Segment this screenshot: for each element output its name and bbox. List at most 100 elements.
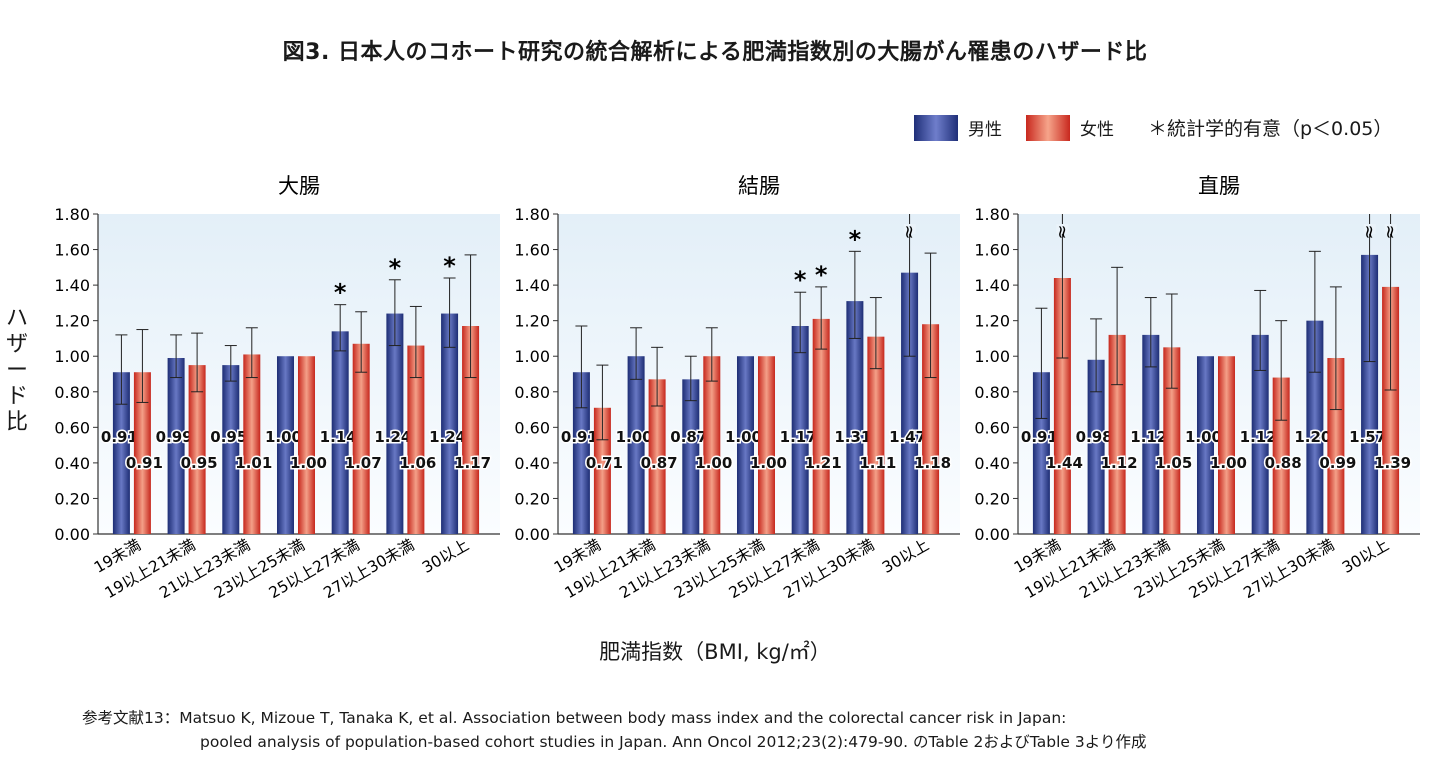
bar-female	[1053, 278, 1071, 534]
reference-line-2: pooled analysis of population-based coho…	[200, 733, 1147, 751]
data-label-male: 0.98	[1076, 428, 1113, 446]
bar-female	[243, 354, 261, 534]
data-label-female: 1.01	[235, 454, 272, 472]
significance-marker: *	[443, 252, 456, 280]
axis-break-mark: ≈	[899, 224, 920, 239]
axis-break-mark: ≈	[1359, 224, 1380, 239]
bar-female	[188, 365, 206, 534]
data-label-male: 0.95	[210, 428, 247, 446]
data-label-female: 1.17	[454, 454, 491, 472]
bar-female	[133, 372, 151, 534]
legend-label-female: 女性	[1080, 120, 1114, 140]
reference-note: 参考文献13：Matsuo K, Mizoue T, Tanaka K, et …	[82, 706, 1146, 754]
y-tick-label: 0.40	[54, 454, 90, 473]
y-tick-label: 0.60	[974, 418, 1010, 437]
significance-marker: *	[849, 225, 862, 253]
data-label-male: 1.57	[1349, 428, 1386, 446]
data-label-male: 1.00	[616, 428, 653, 446]
data-label-male: 0.87	[670, 428, 707, 446]
data-label-male: 1.12	[1240, 428, 1277, 446]
bar-male	[1032, 372, 1050, 534]
data-label-female: 1.18	[914, 454, 951, 472]
data-label-female: 0.95	[181, 454, 218, 472]
data-label-female: 1.44	[1046, 454, 1083, 472]
data-label-male: 0.91	[101, 428, 138, 446]
bar-female	[1272, 377, 1290, 534]
reference-line-1: 参考文献13：Matsuo K, Mizoue T, Tanaka K, et …	[82, 709, 1067, 727]
bar-male	[276, 356, 294, 534]
y-tick-label: 1.60	[54, 241, 90, 260]
data-label-male: 1.24	[429, 428, 466, 446]
bar-female	[407, 345, 425, 534]
data-label-male: 1.47	[889, 428, 926, 446]
data-label-male: 1.00	[725, 428, 762, 446]
chart-panel-3: 直腸 0.00 0.20 0.40 0.60 0.80 1.00 1.20 1.40 1.60 1.…	[974, 174, 1420, 602]
data-label-male: 0.99	[156, 428, 193, 446]
bar-male	[441, 313, 459, 534]
bar-male	[682, 379, 700, 534]
y-tick-label: 0.60	[54, 418, 90, 437]
axis-break-gap	[1384, 224, 1397, 234]
y-tick-label: 1.80	[974, 205, 1010, 224]
data-label-female: 1.05	[1155, 454, 1192, 472]
y-tick-label: 1.60	[974, 241, 1010, 260]
bar-female	[352, 343, 370, 534]
bar-male	[386, 313, 404, 534]
data-label-male: 1.17	[780, 428, 817, 446]
y-tick-label: 1.60	[514, 241, 550, 260]
y-tick-label: 1.20	[514, 312, 550, 331]
legend: 男性 女性 ＊統計学的有意（p＜0.05）	[914, 114, 1392, 141]
y-tick-label: 0.80	[514, 383, 550, 402]
bar-female	[812, 318, 830, 534]
legend-significance-note: ＊統計学的有意（p＜0.05）	[1148, 118, 1393, 140]
axis-break-gap	[1363, 224, 1376, 234]
bar-male	[112, 372, 130, 534]
y-tick-label: 1.40	[54, 276, 90, 295]
data-label-female: 0.91	[126, 454, 163, 472]
significance-marker: *	[794, 266, 807, 294]
bar-female	[1163, 347, 1181, 534]
x-tick-label: 30以上	[1339, 536, 1392, 577]
data-label-female: 1.00	[750, 454, 787, 472]
legend-swatch-male	[914, 114, 958, 141]
bar-male	[572, 372, 590, 534]
data-label-female: 1.07	[345, 454, 382, 472]
data-label-female: 1.06	[399, 454, 436, 472]
bar-female	[757, 356, 775, 534]
bar-male	[1306, 320, 1324, 534]
data-label-female: 0.71	[586, 454, 623, 472]
y-axis-label: ハザード比	[5, 306, 28, 435]
bar-male	[791, 326, 809, 534]
data-label-male: 1.00	[1185, 428, 1222, 446]
x-tick-label: 30以上	[879, 536, 932, 577]
chart-panel-2: 結腸 0.00 0.20 0.40 0.60 0.80 1.00 1.20 1.40 1.60 1.…	[514, 174, 960, 602]
bar-female	[703, 356, 721, 534]
data-label-male: 1.12	[1130, 428, 1167, 446]
y-tick-label: 0.00	[54, 525, 90, 544]
y-tick-label: 0.20	[514, 489, 550, 508]
y-tick-label: 1.80	[54, 205, 90, 224]
data-label-female: 1.21	[805, 454, 842, 472]
panel-title: 結腸	[738, 174, 780, 198]
data-label-male: 0.91	[1021, 428, 1058, 446]
legend-swatch-female	[1026, 114, 1070, 141]
y-tick-label: 1.20	[974, 312, 1010, 331]
y-tick-label: 1.40	[514, 276, 550, 295]
significance-marker: *	[389, 254, 402, 282]
y-tick-label: 0.80	[974, 383, 1010, 402]
bar-female	[867, 336, 885, 534]
bar-male	[1142, 334, 1160, 534]
chart-panel-1: 大腸 0.00 0.20 0.40 0.60 0.80 1.00 1.20 1.40 1.60 1.…	[54, 174, 500, 602]
significance-marker: *	[334, 279, 347, 307]
y-tick-label: 0.80	[54, 383, 90, 402]
bar-male	[1361, 254, 1379, 534]
y-tick-label: 1.00	[974, 347, 1010, 366]
data-label-female: 0.99	[1319, 454, 1356, 472]
bar-male	[331, 331, 349, 534]
data-label-male: 1.24	[374, 428, 411, 446]
axis-break-gap	[1056, 224, 1069, 234]
data-label-female: 1.00	[1210, 454, 1247, 472]
y-tick-label: 1.00	[54, 347, 90, 366]
significance-marker: *	[815, 261, 828, 289]
legend-label-male: 男性	[968, 120, 1002, 140]
